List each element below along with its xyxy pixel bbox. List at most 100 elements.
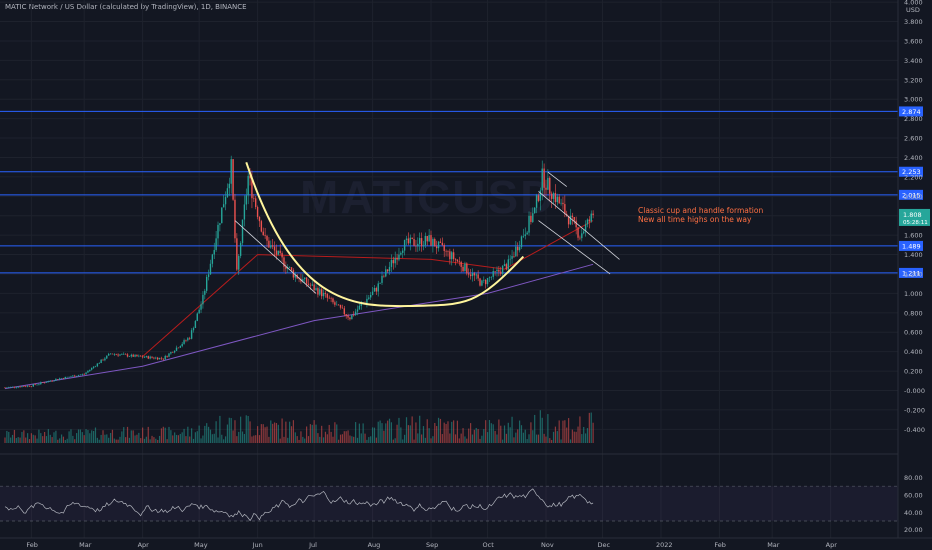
candle — [373, 284, 376, 292]
candle — [400, 251, 402, 256]
candle — [130, 353, 132, 358]
candle-body — [60, 378, 63, 379]
candle — [468, 268, 470, 278]
candle — [62, 377, 65, 379]
level-label: 2.874 — [902, 108, 921, 116]
volume-bar — [13, 429, 16, 443]
candle — [74, 374, 76, 377]
candle-body — [341, 307, 344, 309]
candle — [452, 248, 455, 262]
handle-channel-top — [547, 171, 567, 187]
volume-bar — [287, 437, 289, 443]
volume-bar — [275, 422, 278, 443]
volume-bar — [62, 436, 65, 443]
candle-body — [249, 175, 251, 179]
candles — [4, 155, 594, 389]
candle — [358, 303, 361, 310]
candle — [328, 295, 330, 299]
candle-body — [11, 386, 14, 388]
candle-body — [517, 246, 519, 251]
volume-bar — [121, 431, 123, 443]
candle-body — [505, 264, 508, 270]
candle — [498, 265, 500, 277]
candle — [324, 290, 327, 298]
candle — [447, 250, 449, 257]
candle-body — [4, 387, 6, 389]
volume-bar — [387, 420, 389, 443]
candle-body — [526, 232, 528, 235]
candle-body — [158, 357, 161, 360]
candle — [415, 240, 417, 252]
candle — [573, 216, 575, 225]
volume-bar — [23, 430, 25, 443]
candle-body — [58, 378, 61, 380]
candle-body — [501, 266, 504, 274]
volume-bar — [307, 436, 310, 443]
candle-body — [460, 261, 462, 267]
candle-body — [132, 354, 134, 357]
candle — [411, 237, 413, 240]
volume-bar — [215, 421, 217, 443]
candle — [532, 207, 534, 223]
candle-body — [117, 354, 119, 356]
volume-bar — [356, 437, 359, 443]
candle-body — [581, 233, 583, 239]
volume-bar — [6, 430, 8, 443]
candle-body — [550, 193, 553, 199]
candle — [45, 381, 48, 383]
volume-bar — [400, 427, 402, 443]
candle-body — [128, 356, 131, 357]
volume-bar — [424, 437, 426, 443]
volume-bar — [289, 421, 291, 443]
candle-body — [113, 354, 116, 355]
candle — [100, 359, 102, 364]
candle — [513, 251, 515, 259]
candle — [175, 345, 178, 351]
candle-body — [155, 357, 157, 359]
volume-bar — [443, 422, 445, 443]
volume-bar — [505, 433, 508, 443]
volume-bar — [89, 433, 91, 443]
price-tick-label: 1.000 — [904, 290, 923, 298]
candle — [396, 253, 398, 265]
volume-bar — [191, 428, 193, 443]
volume-bar — [128, 437, 131, 443]
candle — [337, 304, 340, 306]
candle — [153, 356, 155, 360]
volume-bar — [260, 424, 262, 443]
candle — [279, 244, 281, 255]
rsi-tick-label: 20.00 — [904, 526, 923, 534]
volume-bar — [375, 437, 377, 443]
volume-bar — [473, 429, 475, 443]
candle — [32, 383, 34, 387]
candle-body — [413, 238, 415, 246]
volume-bar — [230, 418, 232, 443]
volume-bar — [306, 426, 308, 443]
volume-bar — [104, 434, 106, 443]
candle-body — [205, 276, 208, 291]
candle-body — [213, 249, 215, 255]
candle — [383, 274, 385, 278]
candle-body — [475, 274, 477, 276]
volume-bar — [49, 434, 51, 443]
candle — [253, 193, 255, 203]
candle-body — [64, 376, 67, 379]
candle — [13, 386, 16, 389]
volume-bar — [355, 422, 357, 443]
volume-bar — [370, 436, 372, 443]
volume-bar — [108, 437, 110, 443]
candle — [577, 226, 579, 241]
volume-bar — [160, 428, 163, 443]
candle — [155, 356, 157, 360]
candle-body — [373, 287, 376, 292]
price-tick-label: 3.000 — [904, 96, 923, 104]
candle-body — [324, 292, 327, 294]
candle-body — [447, 251, 449, 252]
candle — [109, 353, 112, 355]
candle — [409, 234, 411, 251]
candle — [181, 341, 183, 348]
volume-bar — [74, 439, 76, 443]
candle-body — [187, 338, 189, 341]
